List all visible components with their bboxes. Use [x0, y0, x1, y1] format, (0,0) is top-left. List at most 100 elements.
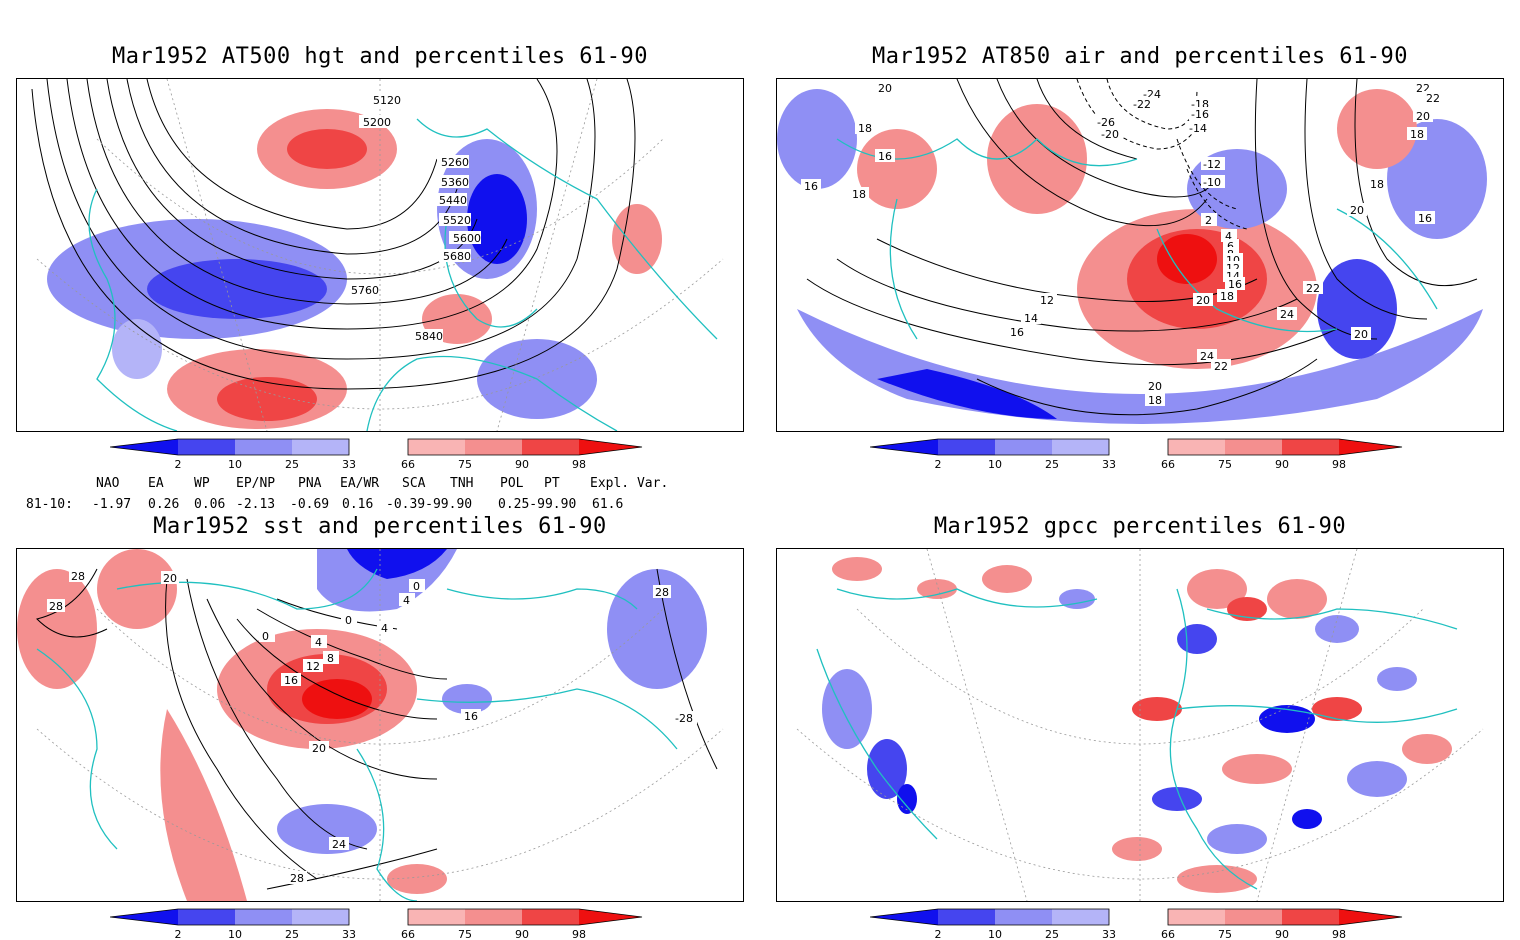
colorbar-label: 2	[175, 458, 182, 470]
contour-label: 16	[1228, 278, 1242, 291]
map-panel-gpcc	[776, 548, 1504, 902]
contour-label: -16	[1191, 108, 1209, 121]
colorbar-label: 75	[458, 458, 472, 470]
index-value: -0.39-99.90	[386, 497, 473, 512]
map-panel-sst: 28 28 20 0 4 8 12 16 0 4 0 4 16 20 24 28…	[16, 548, 744, 902]
colorbar-label: 10	[228, 928, 242, 940]
colorbar-label: 25	[285, 458, 299, 470]
index-header: SCA	[402, 476, 426, 491]
contour-label: 14	[1024, 312, 1038, 325]
contour-label: 16	[284, 674, 298, 687]
index-header: NAO	[96, 476, 120, 491]
index-header: EA/WR	[340, 476, 380, 491]
contour-label: 4	[1225, 230, 1232, 243]
coastlines	[816, 588, 1458, 890]
contour-label: 5680	[443, 250, 471, 263]
contour-label: -26	[1097, 116, 1115, 129]
contour-label: -14	[1189, 122, 1207, 135]
contour-label: 18	[1410, 128, 1424, 141]
contour-label: 4	[381, 622, 388, 635]
contour-label: 5260	[441, 156, 469, 169]
temperature-contours	[806, 79, 1478, 416]
index-value: 0.25-99.90	[498, 497, 577, 512]
contour-label: -12	[1203, 158, 1221, 171]
colorbar-label: 98	[1332, 458, 1346, 470]
contour-label: 5120	[373, 94, 401, 107]
contour-label: 16	[1418, 212, 1432, 225]
colorbar-label: 66	[401, 928, 415, 940]
colorbar-label: 33	[342, 928, 356, 940]
contour-label: 12	[306, 660, 320, 673]
colorbar-label: 98	[572, 928, 586, 940]
contour-label: 0	[345, 614, 352, 627]
colorbar-label: 98	[572, 458, 586, 470]
contour-label: 16	[1010, 326, 1024, 339]
map-panel-air850: 20 18 16 16 18 -24 -22 -26 -20 -18 -16 -…	[776, 78, 1504, 432]
contour-label: 0	[413, 580, 420, 593]
contour-label: 0	[262, 630, 269, 643]
index-header: POL	[500, 476, 524, 491]
contour-label: 20	[1354, 328, 1368, 341]
panel-title-hgt500: Mar1952 AT500 hgt and percentiles 61-90	[111, 44, 649, 69]
colorbar-air850: 2 10 25 33 66 75 90 98	[870, 438, 1403, 470]
colorbar-label: 10	[988, 458, 1002, 470]
colorbar-gpcc: 2 10 25 33 66 75 90 98	[870, 908, 1403, 940]
contour-labels: 20 18 16 16 18 -24 -22 -26 -20 -18 -16 -…	[801, 81, 1443, 407]
colorbar-label: 75	[458, 928, 472, 940]
index-value: 0.16	[342, 497, 374, 512]
lat-lon-grid	[796, 549, 1484, 901]
contour-label: 2	[1205, 214, 1212, 227]
contour-label: 20	[1148, 380, 1162, 393]
contour-label: 4	[403, 594, 410, 607]
height-contours	[31, 79, 636, 390]
lat-lon-grid	[36, 549, 724, 901]
colorbar-label: 2	[175, 928, 182, 940]
contour-label: 18	[1220, 290, 1234, 303]
lat-lon-grid	[36, 79, 724, 431]
contour-label: 5840	[415, 330, 443, 343]
index-value: -0.69	[290, 497, 330, 512]
contour-label: 12	[1040, 294, 1054, 307]
contour-label: 8	[327, 652, 334, 665]
index-row-label: 81-10:	[26, 497, 73, 512]
colorbar-label: 2	[935, 928, 942, 940]
colorbar-label: 10	[988, 928, 1002, 940]
colorbar-label: 75	[1218, 458, 1232, 470]
index-value: -1.97	[92, 497, 132, 512]
colorbar-label: 66	[1161, 928, 1175, 940]
contour-label: 5760	[351, 284, 379, 297]
contour-label: -10	[1203, 176, 1221, 189]
colorbar-label: 90	[515, 928, 529, 940]
contour-label: 20	[878, 82, 892, 95]
contour-label: 18	[1370, 178, 1384, 191]
contour-label: 5200	[363, 116, 391, 129]
index-header: EA	[148, 476, 164, 491]
contour-labels: 28 28 20 0 4 8 12 16 0 4 0 4 16 20 24 28…	[47, 569, 697, 885]
index-header: WP	[194, 476, 210, 491]
contour-label: 4	[315, 636, 322, 649]
contour-label: 22	[1426, 92, 1440, 105]
colorbar-label: 90	[1275, 928, 1289, 940]
map-gpcc	[796, 549, 1484, 901]
colorbar-sst: 2 10 25 33 66 75 90 98	[110, 908, 643, 940]
contour-label: 28	[290, 872, 304, 885]
index-header: TNH	[450, 476, 474, 491]
contour-label: 28	[71, 570, 85, 583]
colorbar-label: 25	[285, 928, 299, 940]
colorbar-hgt500: 2 10 25 33 66 75 90 98	[110, 438, 643, 470]
contour-label: 20	[312, 742, 326, 755]
map-hgt500: 5120 5200 5260 5360 5440 5520 5600 5680 …	[31, 79, 724, 431]
index-value: 61.6	[592, 497, 624, 512]
index-value: 0.06	[194, 497, 226, 512]
coastlines	[36, 568, 678, 901]
contour-label: 5440	[439, 194, 467, 207]
colorbar-label: 25	[1045, 458, 1059, 470]
index-value: -2.13	[236, 497, 276, 512]
map-sst: 28 28 20 0 4 8 12 16 0 4 0 4 16 20 24 28…	[17, 549, 724, 901]
colorbar-label: 90	[515, 458, 529, 470]
contour-label: 24	[1200, 350, 1214, 363]
precip-anomaly-speckle	[822, 557, 1452, 893]
contour-label: 5520	[443, 214, 471, 227]
map-panel-hgt500: 5120 5200 5260 5360 5440 5520 5600 5680 …	[16, 78, 744, 432]
contour-label: 18	[852, 188, 866, 201]
